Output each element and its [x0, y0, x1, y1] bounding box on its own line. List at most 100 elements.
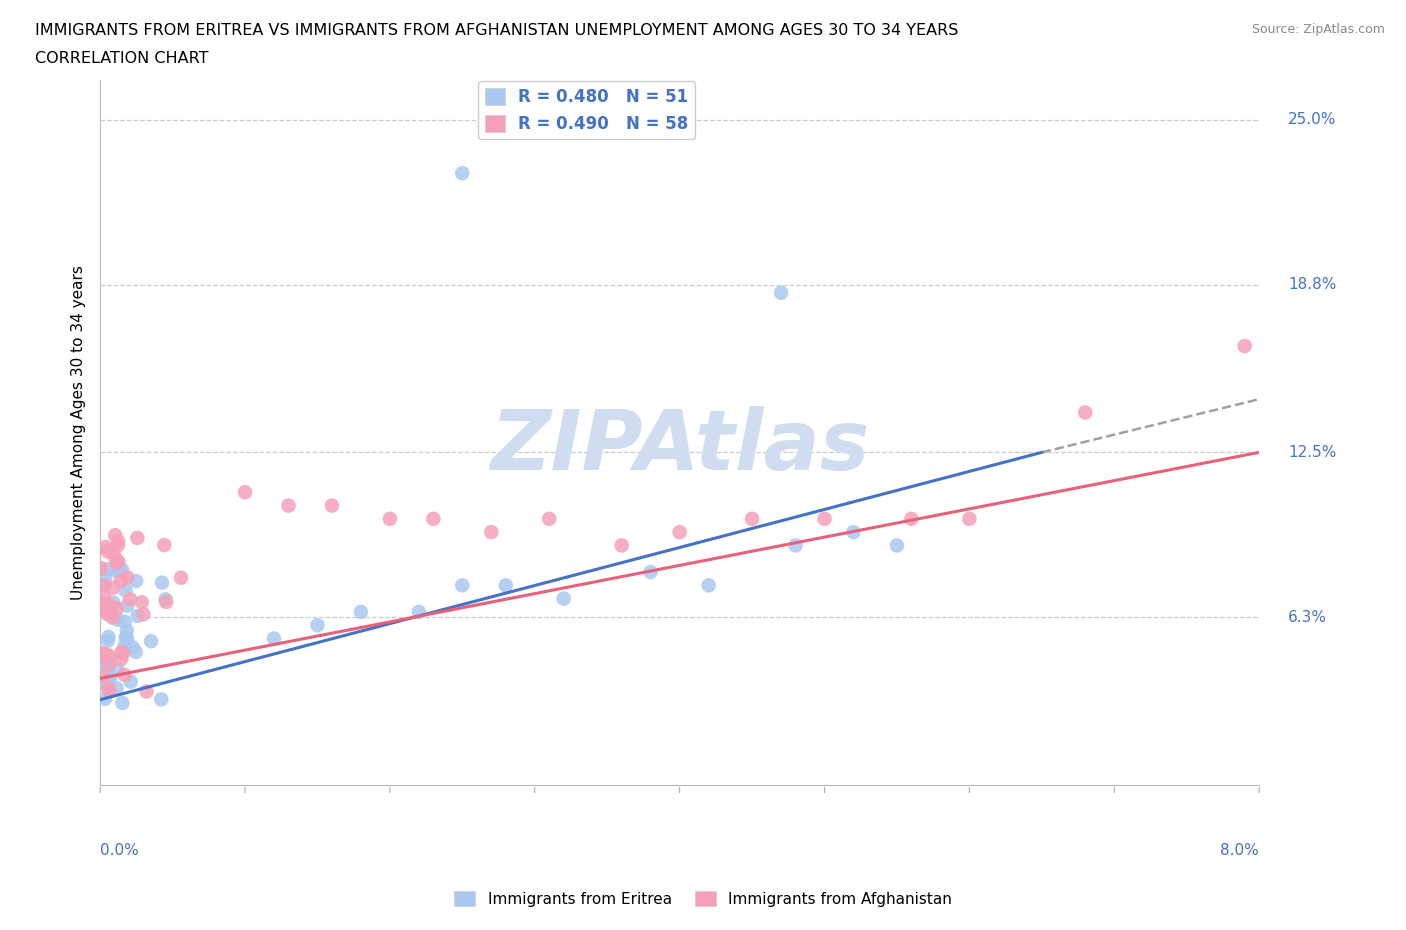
- Point: [90, 561, 112, 576]
- Point: [114, 615, 136, 630]
- Text: ZIPAtlas: ZIPAtlas: [489, 406, 869, 487]
- Point: [263, 631, 285, 646]
- Point: [307, 618, 329, 632]
- Point: [103, 549, 125, 564]
- Point: [155, 594, 177, 609]
- Point: [101, 580, 124, 595]
- Point: [97, 633, 120, 648]
- Text: 6.3%: 6.3%: [1288, 610, 1327, 625]
- Point: [115, 623, 138, 638]
- Point: [98, 649, 121, 664]
- Point: [110, 573, 132, 588]
- Point: [91, 669, 114, 684]
- Point: [97, 647, 120, 662]
- Point: [93, 578, 115, 592]
- Point: [139, 633, 162, 648]
- Point: [150, 576, 173, 591]
- Point: [697, 578, 720, 592]
- Point: [111, 563, 134, 578]
- Point: [131, 595, 153, 610]
- Point: [110, 644, 132, 659]
- Point: [107, 662, 129, 677]
- Point: [121, 640, 143, 655]
- Text: CORRELATION CHART: CORRELATION CHART: [35, 51, 208, 66]
- Point: [153, 538, 176, 552]
- Point: [97, 661, 120, 676]
- Point: [495, 578, 517, 592]
- Point: [117, 598, 139, 613]
- Point: [89, 595, 111, 610]
- Point: [378, 512, 401, 526]
- Point: [117, 570, 139, 585]
- Point: [112, 646, 135, 661]
- Point: [813, 512, 835, 526]
- Point: [115, 631, 138, 646]
- Point: [155, 592, 177, 607]
- Point: [127, 608, 149, 623]
- Point: [538, 512, 561, 526]
- Point: [150, 692, 173, 707]
- Point: [98, 683, 121, 698]
- Point: [98, 671, 121, 685]
- Text: 18.8%: 18.8%: [1288, 277, 1337, 292]
- Text: 8.0%: 8.0%: [1220, 844, 1260, 858]
- Point: [97, 544, 120, 559]
- Point: [553, 591, 575, 606]
- Point: [94, 597, 117, 612]
- Point: [127, 530, 149, 545]
- Text: 0.0%: 0.0%: [100, 844, 139, 858]
- Point: [98, 657, 121, 671]
- Point: [93, 591, 115, 606]
- Point: [89, 645, 111, 660]
- Point: [96, 606, 118, 621]
- Point: [105, 681, 128, 696]
- Point: [97, 681, 120, 696]
- Point: [101, 610, 124, 625]
- Point: [105, 563, 128, 578]
- Text: 25.0%: 25.0%: [1288, 113, 1337, 127]
- Point: [451, 166, 474, 180]
- Point: [100, 599, 122, 614]
- Point: [170, 570, 193, 585]
- Y-axis label: Unemployment Among Ages 30 to 34 years: Unemployment Among Ages 30 to 34 years: [72, 265, 86, 600]
- Point: [96, 603, 118, 618]
- Point: [785, 538, 807, 552]
- Point: [741, 512, 763, 526]
- Point: [103, 595, 125, 610]
- Point: [479, 525, 502, 539]
- Point: [321, 498, 343, 513]
- Point: [96, 600, 118, 615]
- Point: [93, 675, 115, 690]
- Point: [610, 538, 633, 552]
- Point: [408, 604, 430, 619]
- Point: [125, 644, 148, 659]
- Point: [114, 631, 136, 645]
- Point: [422, 512, 444, 526]
- Point: [135, 684, 157, 698]
- Point: [125, 574, 148, 589]
- Point: [94, 539, 117, 554]
- Point: [107, 612, 129, 627]
- Point: [1074, 405, 1097, 420]
- Text: IMMIGRANTS FROM ERITREA VS IMMIGRANTS FROM AFGHANISTAN UNEMPLOYMENT AMONG AGES 3: IMMIGRANTS FROM ERITREA VS IMMIGRANTS FR…: [35, 23, 959, 38]
- Point: [233, 485, 256, 499]
- Point: [105, 554, 128, 569]
- Point: [110, 652, 132, 667]
- Point: [1233, 339, 1256, 353]
- Point: [132, 607, 155, 622]
- Point: [94, 571, 117, 586]
- Point: [350, 604, 373, 619]
- Legend: Immigrants from Eritrea, Immigrants from Afghanistan: Immigrants from Eritrea, Immigrants from…: [449, 885, 957, 913]
- Point: [277, 498, 299, 513]
- Text: 12.5%: 12.5%: [1288, 445, 1337, 459]
- Point: [91, 578, 114, 592]
- Point: [105, 555, 128, 570]
- Point: [108, 562, 131, 577]
- Point: [111, 696, 134, 711]
- Point: [112, 639, 135, 654]
- Point: [98, 670, 121, 684]
- Point: [97, 630, 120, 644]
- Point: [886, 538, 908, 552]
- Legend: R = 0.480   N = 51, R = 0.490   N = 58: R = 0.480 N = 51, R = 0.490 N = 58: [478, 82, 696, 140]
- Point: [770, 286, 793, 300]
